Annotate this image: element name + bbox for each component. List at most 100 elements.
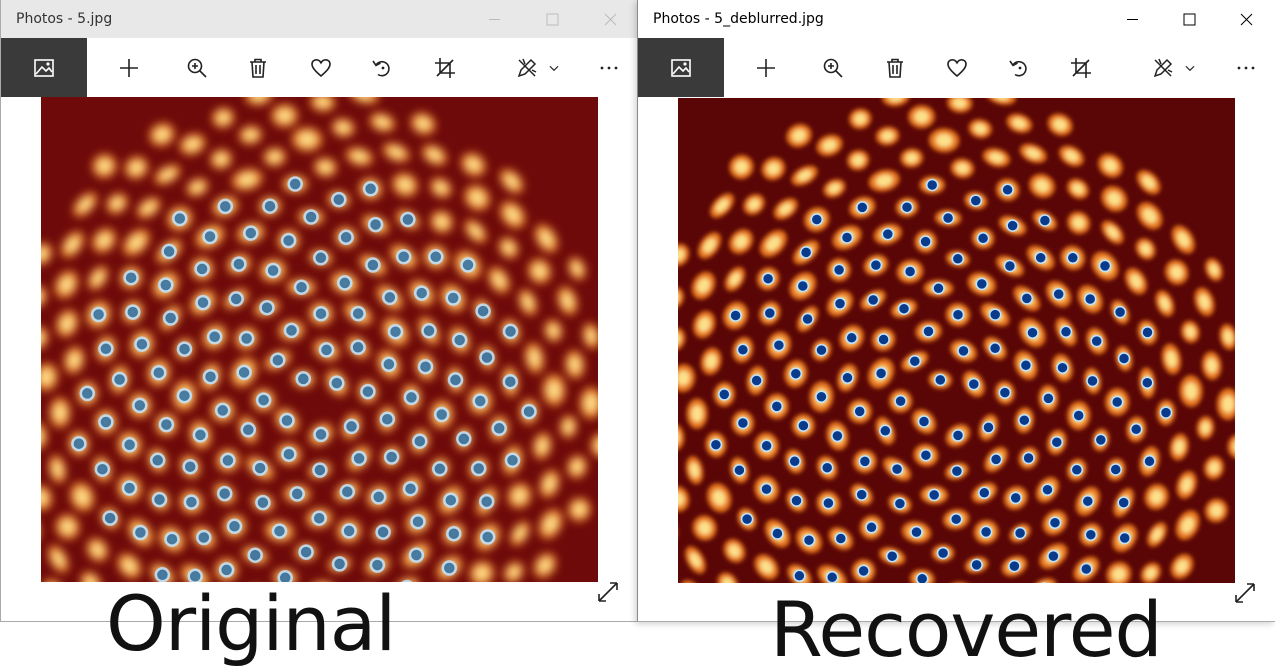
lattice-core	[446, 525, 462, 542]
lattice-core	[403, 389, 420, 406]
close-button[interactable]	[1217, 0, 1275, 38]
add-button[interactable]	[742, 38, 790, 97]
lattice-core	[123, 269, 139, 286]
crop-button[interactable]	[1057, 38, 1105, 97]
lattice-blob-highlight	[561, 293, 573, 309]
lattice-core	[1080, 562, 1093, 576]
edit-draw-icon	[517, 58, 537, 77]
lattice-blob-highlight	[277, 109, 292, 123]
lattice-core	[417, 358, 434, 375]
delete-button[interactable]	[234, 38, 282, 97]
add-icon	[120, 58, 138, 77]
edit-draw-button[interactable]	[503, 38, 551, 97]
lattice-blob-highlight	[251, 97, 267, 101]
delete-button[interactable]	[871, 38, 919, 97]
lattice-blob-highlight	[586, 328, 596, 343]
lattice-blob-highlight	[766, 162, 780, 175]
more-button[interactable]	[1222, 38, 1270, 97]
lattice-blob-highlight	[759, 560, 773, 574]
maximize-button[interactable]	[523, 0, 581, 38]
lattice-blob-highlight	[540, 230, 553, 247]
lattice-blob	[41, 285, 47, 308]
lattice-core	[379, 411, 396, 427]
lattice-core	[979, 525, 993, 539]
favorite-button[interactable]	[933, 38, 981, 97]
lattice-blob-highlight	[142, 202, 156, 214]
photo-view-button[interactable]	[638, 38, 724, 97]
lattice-core	[1084, 528, 1098, 541]
edit-draw-dropdown[interactable]	[542, 38, 566, 97]
lattice-blob-highlight	[397, 178, 413, 192]
lattice-core	[1018, 413, 1031, 427]
lattice-core	[387, 323, 404, 340]
lattice-core	[182, 458, 198, 475]
minimize-button[interactable]	[465, 0, 523, 38]
lattice-blob-highlight	[779, 203, 793, 215]
lattice-blob-highlight	[1177, 231, 1190, 248]
photo-view-button[interactable]	[1, 38, 87, 97]
lattice-blob-highlight	[41, 247, 48, 260]
lattice-core	[772, 338, 786, 352]
lattice-core	[789, 367, 803, 380]
lattice-core	[879, 424, 892, 438]
expand-button[interactable]	[596, 580, 620, 604]
edit-draw-button[interactable]	[1139, 38, 1187, 97]
add-button[interactable]	[105, 38, 153, 97]
lattice-blob-highlight	[416, 117, 430, 130]
lattice-core	[98, 341, 114, 357]
photo-view-icon	[671, 58, 691, 77]
zoom-in-button[interactable]	[173, 38, 221, 97]
photo-original[interactable]	[41, 97, 598, 582]
lattice-blob-highlight	[792, 129, 806, 142]
lattice-core	[350, 305, 366, 322]
lattice-blob-highlight	[533, 264, 546, 278]
title-bar[interactable]: Photos - 5_deblurred.jpg	[638, 0, 1275, 38]
lattice-core	[236, 364, 252, 381]
lattice-image-original	[41, 97, 598, 582]
expand-button[interactable]	[1233, 581, 1257, 605]
lattice-core	[885, 549, 899, 563]
lattice-core	[313, 305, 329, 322]
lattice-core	[421, 323, 437, 339]
rotate-button[interactable]	[358, 38, 406, 97]
more-button[interactable]	[585, 38, 633, 97]
lattice-core	[94, 461, 111, 477]
lattice-core	[833, 297, 847, 310]
lattice-core	[832, 263, 846, 277]
lattice-blob-highlight	[1130, 274, 1142, 289]
lattice-core	[365, 257, 381, 273]
lattice-blob-highlight	[298, 132, 316, 147]
lattice-core	[218, 562, 235, 578]
rotate-button[interactable]	[995, 38, 1043, 97]
minimize-button[interactable]	[1103, 0, 1161, 38]
lattice-blob-highlight	[544, 476, 556, 492]
lattice-core	[214, 402, 231, 419]
title-bar[interactable]: Photos - 5.jpg	[1, 0, 637, 38]
lattice-core	[470, 460, 487, 477]
close-icon	[604, 13, 616, 25]
lattice-core	[132, 524, 149, 541]
lattice-core	[890, 462, 904, 476]
lattice-core	[922, 325, 935, 338]
lattice-core	[228, 291, 244, 307]
close-button[interactable]	[581, 0, 637, 38]
lattice-blob-highlight	[1185, 325, 1196, 338]
lattice-blob-highlight	[351, 151, 367, 162]
lattice-blob-highlight	[722, 577, 734, 583]
window-title: Photos - 5_deblurred.jpg	[653, 11, 824, 27]
lattice-blob-highlight	[678, 370, 690, 386]
lattice-core	[825, 571, 839, 583]
maximize-button[interactable]	[1160, 0, 1218, 38]
lattice-blob-highlight	[1034, 179, 1050, 193]
lattice-blob-highlight	[336, 122, 350, 133]
favorite-button[interactable]	[297, 38, 345, 97]
lattice-core	[951, 252, 965, 266]
lattice-core	[853, 405, 866, 418]
lattice-blob-highlight	[66, 237, 79, 252]
crop-button[interactable]	[421, 38, 469, 97]
delete-icon	[887, 58, 903, 78]
lattice-core	[790, 494, 803, 507]
edit-draw-dropdown[interactable]	[1178, 38, 1202, 97]
photo-deblurred[interactable]	[678, 98, 1235, 583]
zoom-in-button[interactable]	[809, 38, 857, 97]
